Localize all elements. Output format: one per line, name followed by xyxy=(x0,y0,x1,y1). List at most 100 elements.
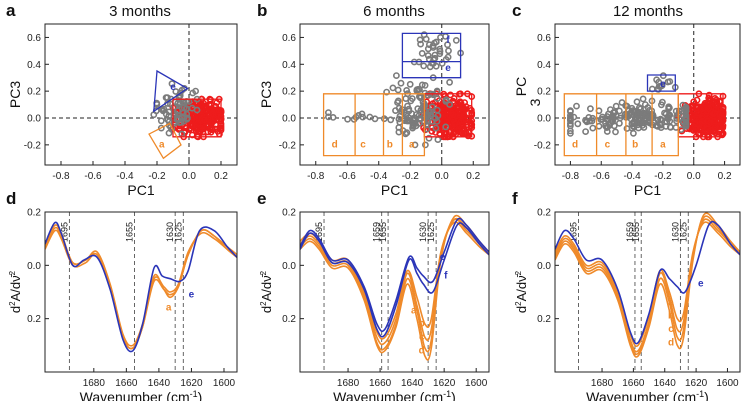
series-label: c xyxy=(668,324,674,335)
data-point xyxy=(208,125,216,133)
data-point xyxy=(610,114,618,122)
superscript: 2 xyxy=(514,301,523,306)
data-point xyxy=(659,72,667,80)
data-point xyxy=(183,105,191,112)
data-point xyxy=(603,128,611,135)
y-tick-label: 0.0 xyxy=(537,261,551,272)
panel-letter: e xyxy=(257,189,266,208)
y-axis-label-group: d2A/dν̄2 xyxy=(514,270,529,313)
data-point xyxy=(329,114,337,121)
superscript: -1 xyxy=(696,389,704,399)
x-axis-label-tail: ) xyxy=(198,389,203,401)
x-tick-label: -0.4 xyxy=(116,171,134,182)
data-point xyxy=(587,105,594,113)
y-axis-label: d2A/dν̄2 xyxy=(259,270,274,313)
data-point xyxy=(692,124,700,132)
y-axis-label: PC3 xyxy=(7,81,23,108)
data-point xyxy=(162,110,170,118)
data-point xyxy=(432,38,440,46)
x-tick-label: 0.2 xyxy=(214,171,228,182)
x-tick-label: 1620 xyxy=(180,378,203,389)
reference-line-label: 1695 xyxy=(59,222,69,242)
x-tick-label: 1620 xyxy=(433,378,456,389)
data-point xyxy=(711,95,719,102)
y-tick-label: 0.2 xyxy=(282,208,296,219)
data-point xyxy=(455,111,463,119)
y-tick-label: 0.0 xyxy=(282,114,296,125)
spectrum-line xyxy=(300,217,489,353)
data-point xyxy=(193,106,201,114)
data-point xyxy=(612,102,620,110)
reference-line-label: 1659 xyxy=(625,222,635,242)
x-tick-label: -0.6 xyxy=(339,171,357,182)
data-point xyxy=(621,111,629,119)
data-point xyxy=(567,117,574,125)
x-tick-label: 1620 xyxy=(685,378,708,389)
superscript: -1 xyxy=(190,389,198,399)
y-axis-label-group: PC3 xyxy=(7,81,23,108)
data-point xyxy=(442,96,450,104)
plot-frame xyxy=(44,23,238,166)
data-point xyxy=(666,123,674,131)
data-point xyxy=(380,115,388,123)
data-point xyxy=(207,101,215,109)
superscript: -1 xyxy=(443,389,451,399)
data-point xyxy=(176,122,183,130)
box-label: d xyxy=(332,140,338,151)
x-tick-label: 0.0 xyxy=(435,171,449,182)
y-tick-label: 0.2 xyxy=(537,314,551,325)
data-point xyxy=(428,103,436,111)
data-point xyxy=(406,80,414,88)
data-point xyxy=(162,94,170,101)
y-axis-label-mid: A/dν̄ xyxy=(514,273,529,301)
data-point xyxy=(606,122,613,129)
x-axis-label: Wavenumber (cm-1) xyxy=(80,389,203,401)
data-point xyxy=(607,106,614,113)
panel-letter: a xyxy=(6,1,16,20)
data-point xyxy=(389,84,397,92)
data-point xyxy=(165,129,173,137)
data-point xyxy=(206,119,214,126)
x-tick-label: 1600 xyxy=(716,378,739,389)
x-axis-label-tail: ) xyxy=(451,389,456,401)
x-axis-label: PC1 xyxy=(381,182,408,198)
data-point xyxy=(570,113,578,121)
data-point xyxy=(567,129,574,137)
data-point xyxy=(459,107,467,115)
box-label: d xyxy=(572,140,578,151)
panel-letter: b xyxy=(257,1,267,20)
box-label: b xyxy=(632,140,638,151)
x-tick-label: 1600 xyxy=(465,378,488,389)
data-point xyxy=(434,136,442,143)
y-tick-label: -0.2 xyxy=(24,140,42,151)
data-point xyxy=(642,116,650,123)
y-axis-label-group: d2A/dν̄2 xyxy=(8,270,23,313)
data-point xyxy=(708,126,715,134)
data-point xyxy=(676,116,684,123)
selection-box xyxy=(563,93,679,157)
y-tick-label: 0.4 xyxy=(282,60,296,71)
data-point xyxy=(567,107,574,115)
box-label: f xyxy=(446,35,450,46)
y-axis-label: d2A/dν̄2 xyxy=(514,270,529,313)
data-point xyxy=(400,109,408,116)
data-point xyxy=(199,102,207,109)
data-point xyxy=(673,115,681,122)
x-tick-label: 1640 xyxy=(654,378,677,389)
data-point xyxy=(176,99,184,107)
series-label: f xyxy=(444,271,448,282)
data-point xyxy=(417,40,424,48)
y-tick-label: 0.0 xyxy=(27,114,41,125)
selection-box xyxy=(172,98,222,138)
data-point xyxy=(700,104,708,112)
data-point xyxy=(403,129,411,137)
data-point xyxy=(457,117,465,125)
data-point xyxy=(432,124,440,132)
cluster-red xyxy=(419,90,476,141)
data-point xyxy=(607,119,614,126)
data-point xyxy=(452,37,460,44)
x-tick-label: 0.0 xyxy=(687,171,701,182)
